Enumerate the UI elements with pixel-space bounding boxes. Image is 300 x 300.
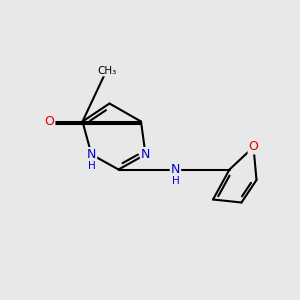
Text: O: O (45, 115, 54, 128)
Text: H: H (172, 176, 179, 186)
Text: H: H (88, 161, 95, 171)
Text: N: N (171, 163, 180, 176)
Text: N: N (87, 148, 96, 161)
Text: O: O (249, 140, 258, 154)
Text: N: N (141, 148, 150, 161)
Text: CH₃: CH₃ (97, 65, 116, 76)
